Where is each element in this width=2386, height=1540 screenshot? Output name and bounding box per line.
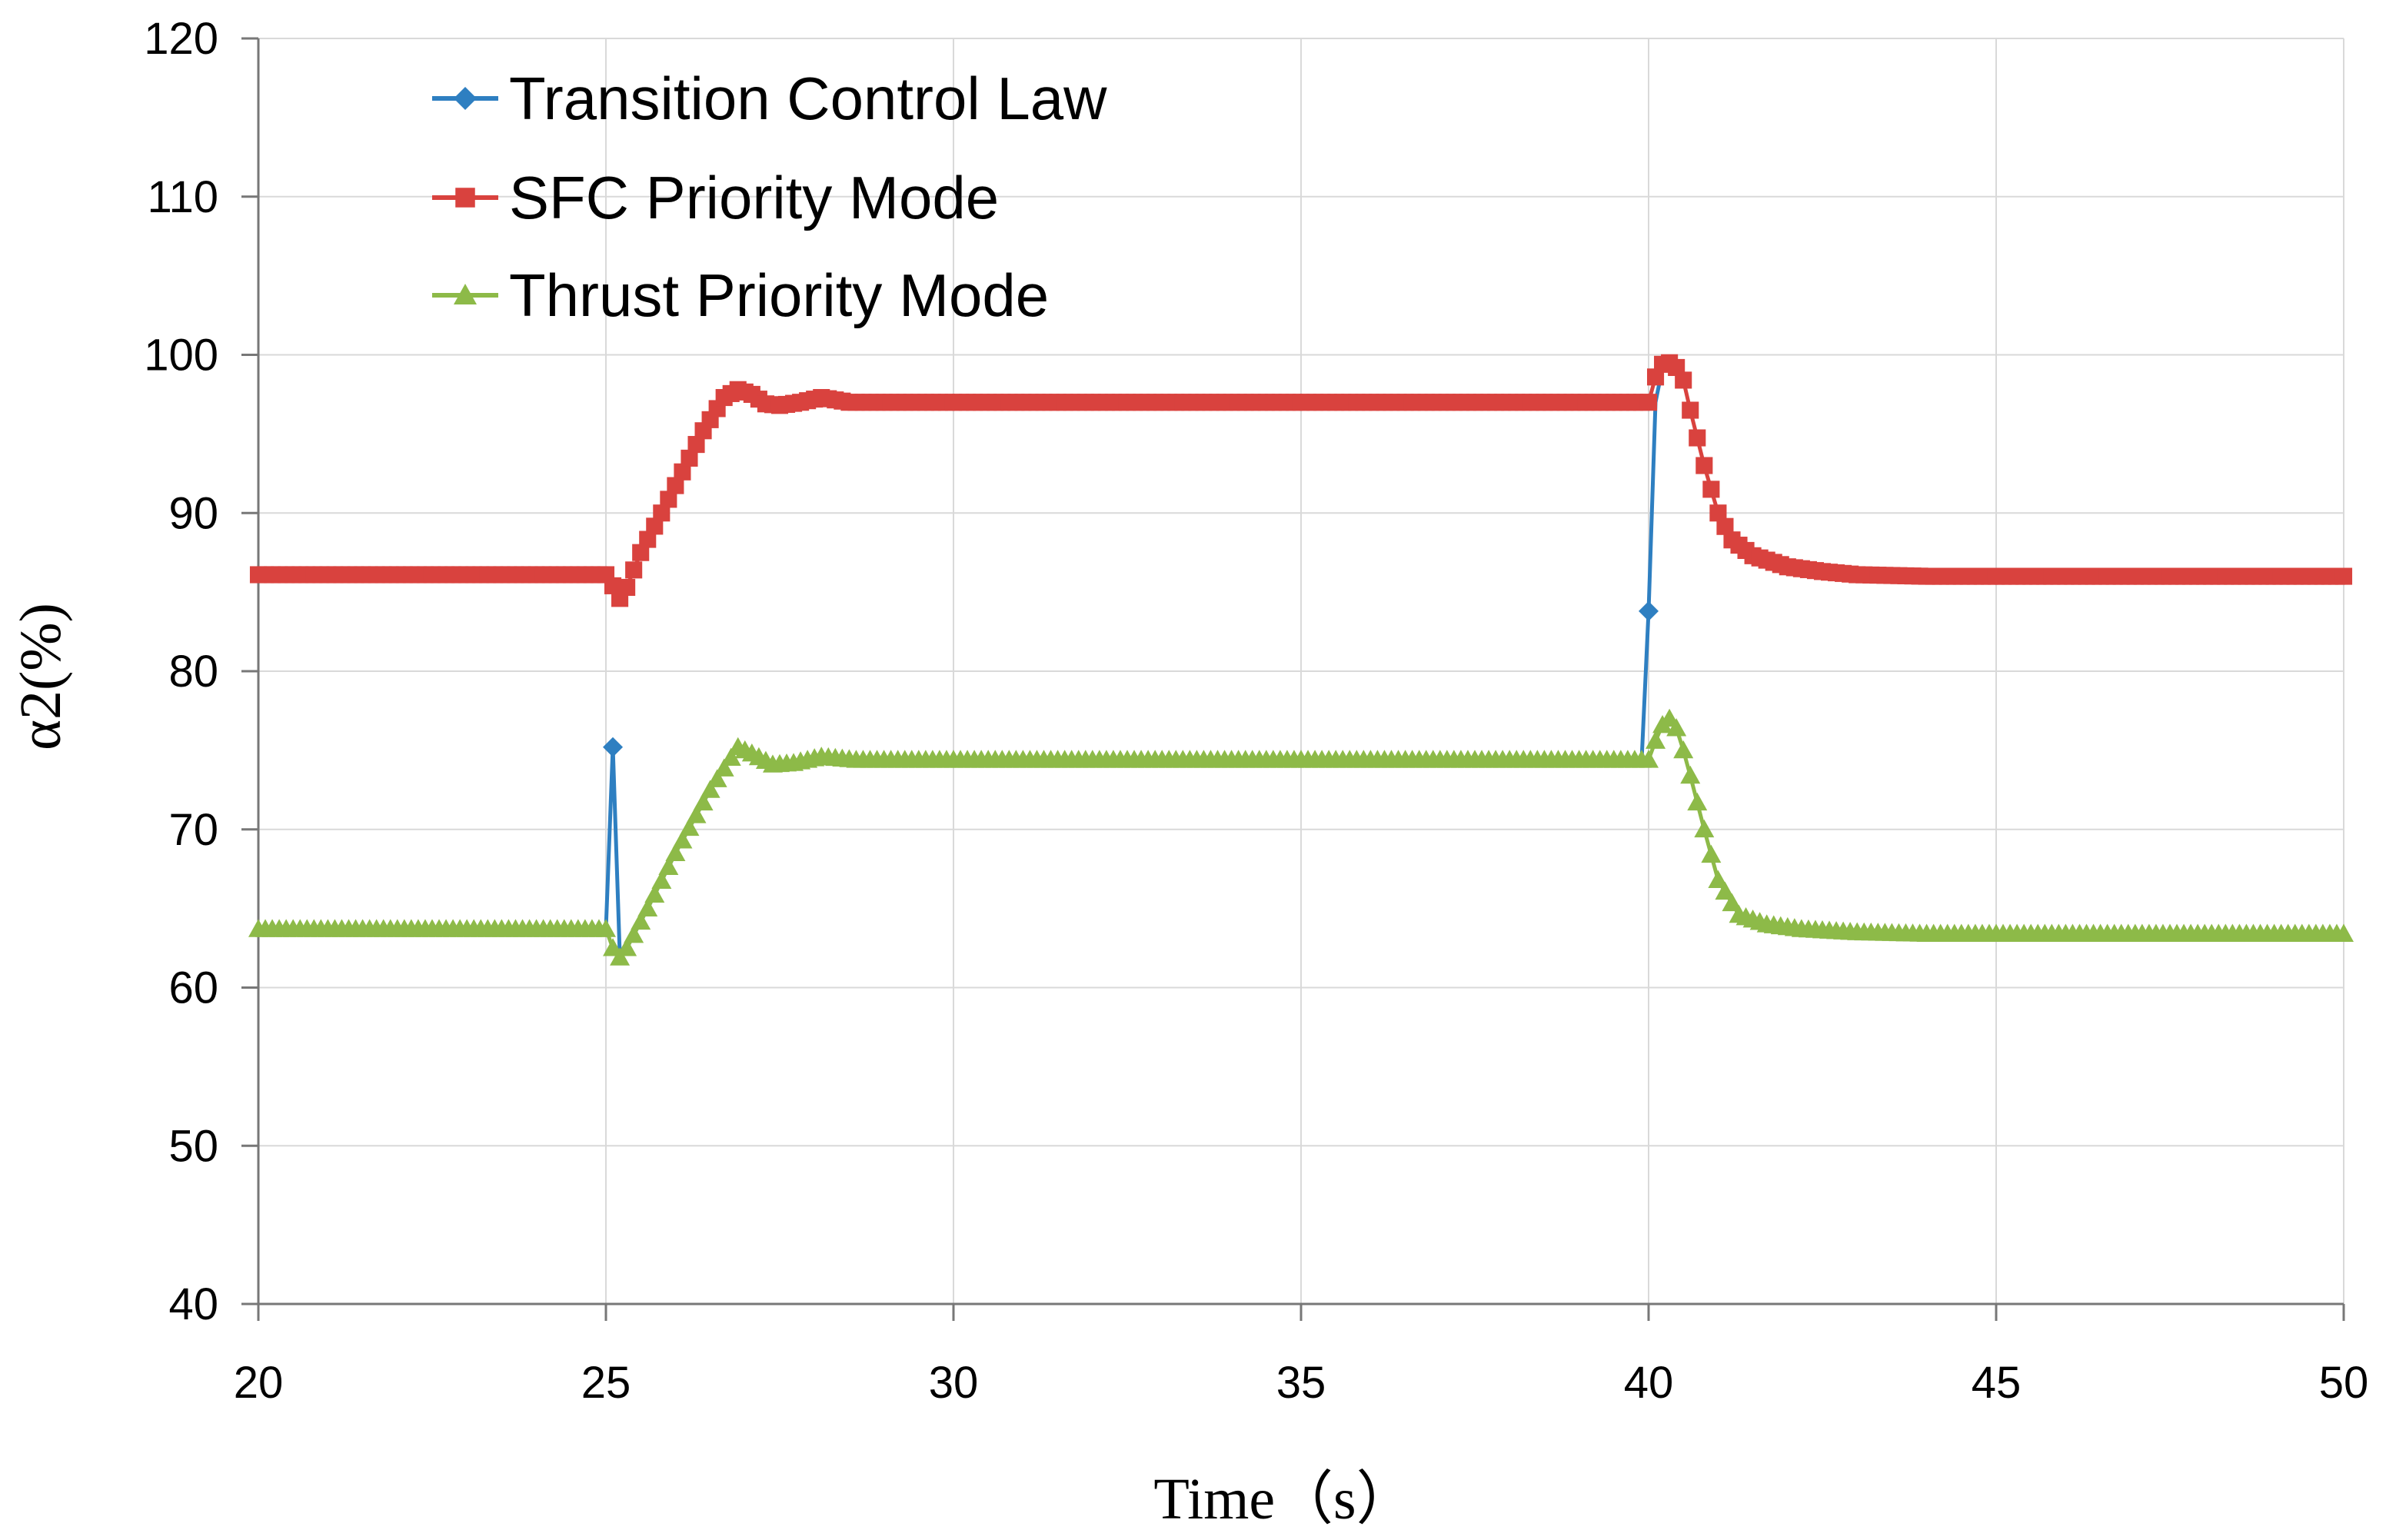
data-point (651, 870, 672, 890)
data-point (1675, 371, 1692, 389)
data-point (639, 531, 657, 548)
data-point (681, 449, 698, 467)
y-tick-label: 120 (144, 14, 218, 64)
y-tick-label: 90 (168, 488, 218, 538)
series-layer (248, 354, 2354, 966)
data-point (660, 491, 677, 508)
data-point (720, 747, 741, 767)
data-point (624, 924, 644, 943)
data-point (1716, 517, 1734, 535)
data-point (679, 817, 700, 837)
data-point (674, 463, 691, 481)
series-2 (248, 708, 2354, 966)
data-point (693, 792, 714, 811)
y-tick-label: 70 (168, 805, 218, 855)
data-point (1695, 457, 1713, 474)
x-tick-label: 50 (2319, 1358, 2369, 1408)
data-point (454, 87, 477, 110)
y-tick-label: 60 (168, 963, 218, 1013)
series-line (258, 367, 1665, 958)
legend-item: Transition Control Law (432, 65, 1107, 132)
x-tick-labels: 20 25 30 35 40 45 50 (234, 1358, 2369, 1408)
data-point (667, 477, 684, 494)
data-point (1646, 730, 1666, 749)
y-tick-label: 100 (144, 331, 218, 381)
data-point (625, 561, 643, 579)
data-point (1689, 429, 1706, 447)
data-point (658, 856, 679, 876)
data-point (714, 758, 734, 777)
data-point (610, 947, 631, 966)
data-point (454, 284, 477, 304)
data-point (1639, 600, 1659, 621)
x-tick-label: 25 (581, 1358, 631, 1408)
y-axis-title: α2(%) (8, 603, 73, 750)
data-point (1708, 870, 1729, 888)
data-point (617, 938, 637, 956)
data-point (631, 911, 651, 930)
data-point (1702, 481, 1720, 498)
x-tick-label: 45 (1972, 1358, 2022, 1408)
x-axis-title: Time（s） (1153, 1467, 1414, 1532)
data-point (1639, 394, 1658, 411)
data-point (644, 884, 665, 903)
legend-label: Thrust Priority Mode (509, 261, 1049, 329)
data-point (1722, 893, 1742, 912)
y-tick-label: 110 (148, 172, 218, 222)
data-point (2334, 923, 2354, 942)
data-point (653, 504, 671, 522)
data-point (596, 919, 616, 937)
x-tick-label: 20 (234, 1358, 284, 1408)
series-1 (249, 354, 2353, 607)
data-point (1673, 740, 1694, 759)
data-point (637, 898, 658, 917)
data-point (687, 436, 705, 454)
y-tick-label: 80 (168, 647, 218, 697)
data-point (455, 188, 475, 208)
x-tick-label: 30 (929, 1358, 979, 1408)
data-point (1709, 504, 1727, 522)
y-tick-label: 40 (168, 1279, 218, 1329)
data-point (1682, 401, 1699, 419)
gridlines (258, 38, 2344, 1304)
data-point (686, 805, 707, 823)
x-tick-label: 35 (1276, 1358, 1326, 1408)
data-point (1639, 750, 1659, 768)
axes (241, 37, 2345, 1321)
data-point (618, 578, 636, 597)
data-point (646, 517, 664, 535)
data-point (1701, 844, 1722, 863)
data-point (1680, 765, 1701, 784)
series-0 (258, 367, 1665, 958)
y-tick-label: 50 (168, 1121, 218, 1171)
data-point (1694, 819, 1715, 838)
data-point (632, 544, 650, 561)
y-tick-labels: 40 50 60 70 80 90 100 110 120 (144, 14, 218, 1329)
legend-label: Transition Control Law (509, 65, 1107, 132)
data-point (603, 737, 624, 757)
data-point (700, 780, 720, 798)
data-point (2334, 567, 2353, 585)
data-point (665, 843, 686, 862)
legend: Transition Control Law SFC Priority Mode T… (432, 65, 1107, 329)
data-point (1715, 881, 1735, 900)
data-point (672, 830, 693, 849)
legend-item: Thrust Priority Mode (432, 261, 1049, 329)
x-tick-label: 40 (1624, 1358, 1674, 1408)
data-point (707, 769, 727, 787)
legend-item: SFC Priority Mode (432, 164, 999, 231)
legend-label: SFC Priority Mode (509, 164, 999, 231)
data-point (1687, 792, 1708, 811)
data-point (1666, 718, 1687, 737)
